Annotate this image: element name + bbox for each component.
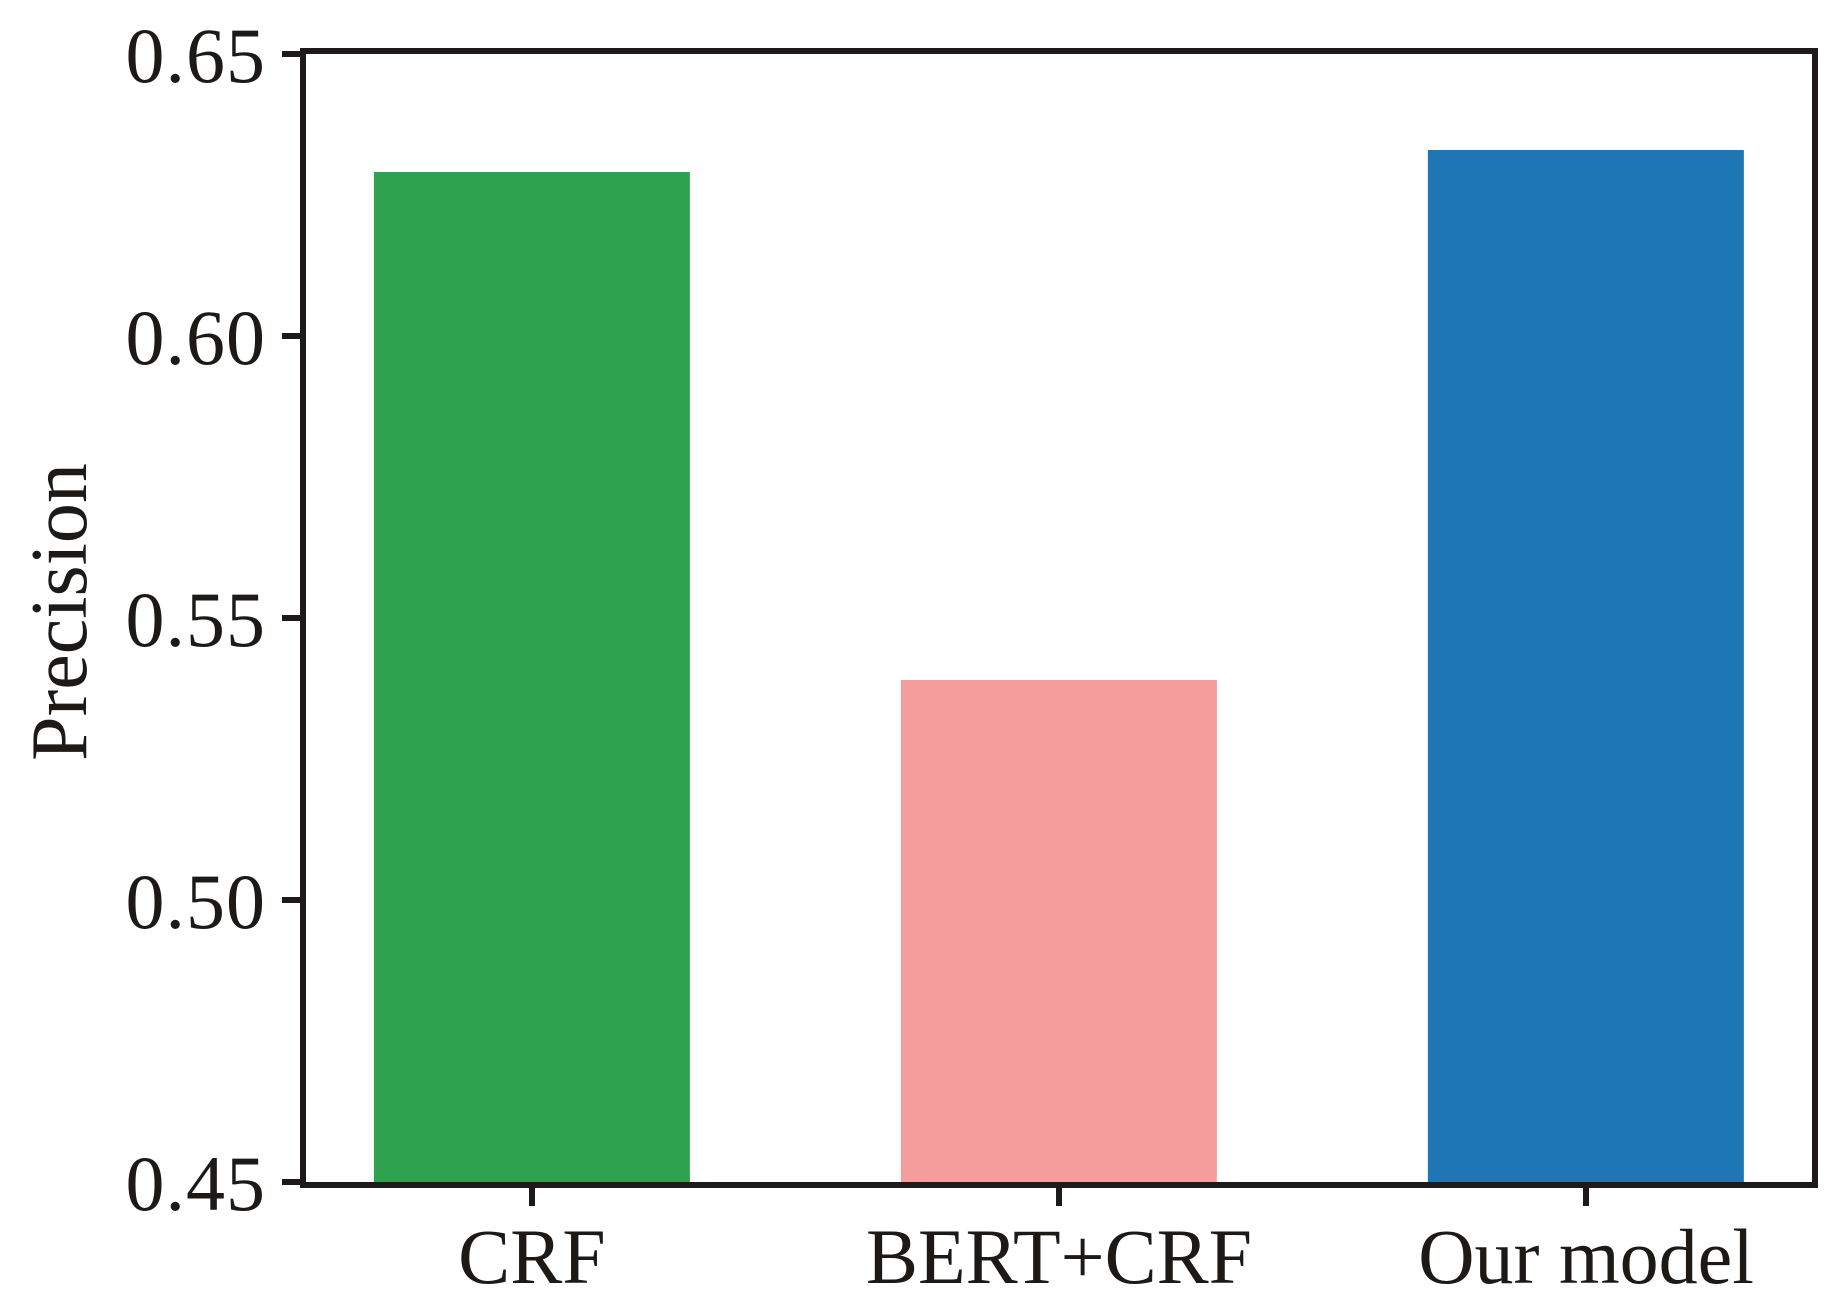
y-tick-label: 0.65 [125,11,266,99]
y-tick-mark [282,897,300,903]
y-tick-label: 0.45 [125,1139,266,1227]
bar-bert-crf [900,680,1218,1182]
x-tick-mark [528,1188,535,1206]
y-axis-title: Precision [16,463,105,761]
bar-our-model [1427,149,1745,1182]
y-tick-label: 0.60 [125,293,266,381]
y-tick-label: 0.50 [125,857,266,945]
x-tick-label: BERT+CRF [865,1213,1253,1300]
bar-crf [373,172,691,1182]
y-tick-label: 0.55 [125,575,266,663]
x-tick-label: CRF [458,1213,606,1300]
x-tick-label: Our model [1418,1213,1754,1300]
y-tick-mark [282,615,300,621]
plot-area: 0.45 0.50 0.55 0.60 0.65 CRF BERT+CRF Our model [126,16,1818,1300]
y-tick-mark [282,1179,300,1185]
x-tick-mark [1056,1188,1062,1206]
y-tick-mark [282,51,300,57]
y-axis-title-wrap: Precision [8,48,112,1176]
y-tick-mark [282,333,300,339]
x-tick-mark [1583,1188,1590,1206]
